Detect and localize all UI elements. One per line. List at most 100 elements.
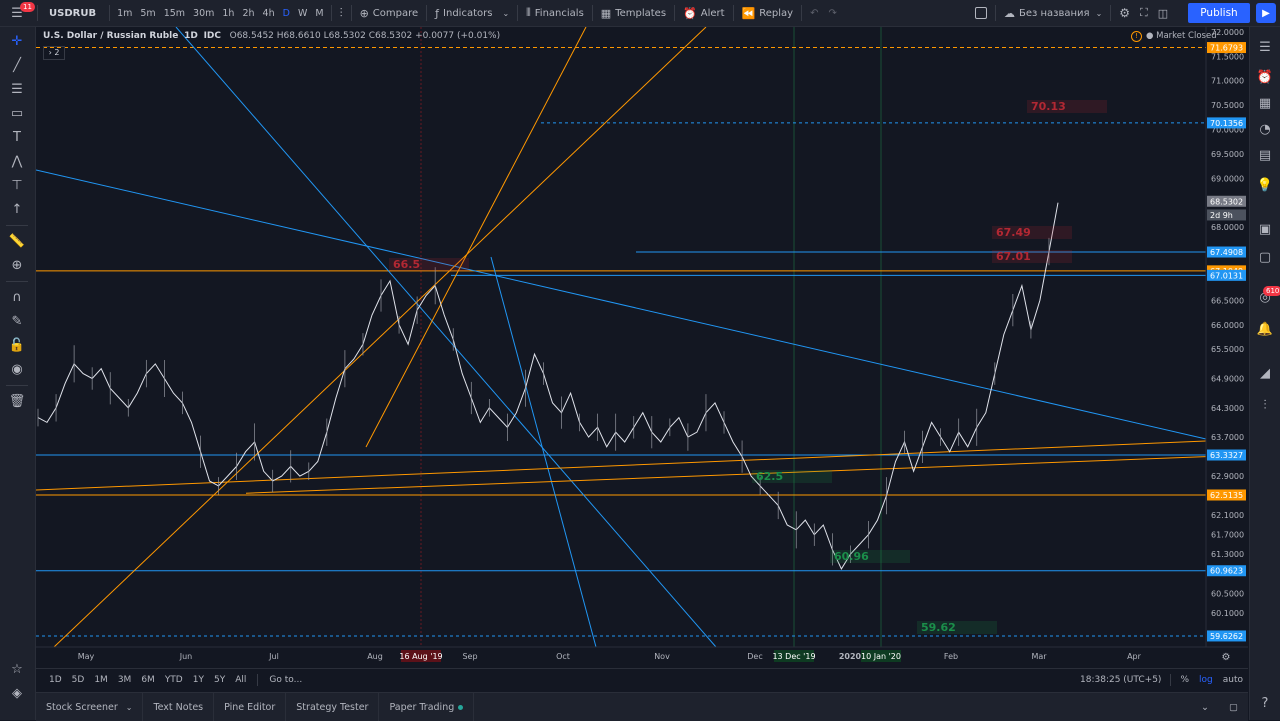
fib-icon[interactable]: ☰ xyxy=(11,82,23,97)
settings-button[interactable]: ⚙ xyxy=(1114,0,1135,26)
time-tick-label: Aug xyxy=(367,652,383,661)
play-button[interactable]: ▶ xyxy=(1256,3,1276,23)
fullscreen-button[interactable]: ⛶ xyxy=(1135,0,1153,26)
symbol-search[interactable]: USDRUB xyxy=(49,7,97,19)
time-axis: May Jun Jul Aug 16 Aug '19 Sep Oct Nov Dec 13 Dec… xyxy=(36,646,1248,668)
tab-paper-trading[interactable]: Paper Trading xyxy=(379,693,475,721)
lock-icon[interactable]: 🔓 xyxy=(8,338,26,353)
chart-annotations: 70.13 67.49 67.01 66.5 62.5 60.96 59.62 xyxy=(389,100,1107,634)
range-1d[interactable]: 1D xyxy=(49,675,62,685)
watchlist-icon[interactable]: ☰ xyxy=(1259,40,1271,55)
chart-style-button[interactable]: ⫶ xyxy=(335,0,348,26)
range-5d[interactable]: 5D xyxy=(71,675,85,685)
interval: 1D xyxy=(184,31,198,41)
replay-button[interactable]: ⏪ Replay xyxy=(737,0,799,26)
time-tick-label: Sep xyxy=(462,652,477,661)
price-tick-label: 69.0000 xyxy=(1211,174,1244,183)
chart-grid xyxy=(36,27,1206,647)
arrow-up-icon[interactable]: ↑ xyxy=(11,202,23,217)
goto-button[interactable]: Go to... xyxy=(269,675,303,685)
dom-icon[interactable]: ⫶ xyxy=(1263,398,1267,413)
rectangle-icon[interactable]: ▭ xyxy=(10,106,24,121)
tab-strategy-tester[interactable]: Strategy Tester xyxy=(286,693,380,721)
calendar-icon[interactable]: ▤ xyxy=(1258,148,1272,163)
range-all[interactable]: All xyxy=(235,675,247,685)
bell-icon[interactable]: 🔔 xyxy=(1256,322,1274,337)
streams-icon[interactable]: ◎ xyxy=(1259,290,1271,305)
magnet-icon[interactable]: ∩ xyxy=(12,290,22,305)
eye-icon[interactable]: ◉ xyxy=(11,362,23,377)
undo-button[interactable]: ↶ xyxy=(805,0,823,26)
connected-dot xyxy=(458,704,464,710)
redo-icon: ↷ xyxy=(828,7,837,19)
timeframe-group: 1m 5m 15m 30m 1h 2h 4h D W M xyxy=(113,0,327,26)
range-1y[interactable]: 1Y xyxy=(192,675,204,685)
chat-icon[interactable]: ▣ xyxy=(1258,222,1272,237)
timeframe-15m[interactable]: 15m xyxy=(163,7,186,19)
text-icon[interactable]: T xyxy=(13,130,21,145)
range-1m[interactable]: 1M xyxy=(94,675,108,685)
order-panel-icon[interactable]: ◢ xyxy=(1260,366,1270,381)
price-tick-label: 66.5000 xyxy=(1211,296,1244,305)
help-icon[interactable]: ? xyxy=(1261,696,1269,711)
lightbulb-icon[interactable]: 💡 xyxy=(1256,178,1274,193)
price-tick-label: 71.0000 xyxy=(1211,77,1244,86)
time-tick-label: Jun xyxy=(179,652,193,661)
collapse-panel-button[interactable]: ⌄ xyxy=(1191,693,1219,721)
auto-toggle[interactable]: auto xyxy=(1222,675,1243,685)
divider xyxy=(6,385,28,386)
trash-icon[interactable]: 🗑 xyxy=(8,394,26,409)
data-window-icon[interactable]: ▦ xyxy=(1258,96,1272,111)
trend-line-icon[interactable]: ╱ xyxy=(13,58,21,73)
alert-button[interactable]: ⏰ Alert xyxy=(678,0,730,26)
compare-button[interactable]: ⊕ Compare xyxy=(355,0,424,26)
star-icon[interactable]: ☆ xyxy=(11,662,23,677)
price-label: 63.3327 xyxy=(1210,451,1243,460)
tab-stock-screener[interactable]: Stock Screener ⌄ xyxy=(36,693,144,721)
timeframe-m[interactable]: M xyxy=(315,7,324,19)
templates-button[interactable]: ▦ Templates xyxy=(596,0,671,26)
timeframe-2h[interactable]: 2h xyxy=(242,7,255,19)
timeframe-30m[interactable]: 30m xyxy=(193,7,215,19)
publish-button[interactable]: Publish xyxy=(1188,3,1250,23)
tab-text-notes[interactable]: Text Notes xyxy=(143,693,215,721)
layout-name-button[interactable]: ☁ Без названия ⌄ xyxy=(999,0,1107,26)
prediction-icon[interactable]: ⊤ xyxy=(11,178,23,193)
timeframe-d[interactable]: D xyxy=(282,7,290,19)
price-tick-label: 66.0000 xyxy=(1211,321,1244,330)
log-toggle[interactable]: log xyxy=(1199,675,1213,685)
timeframe-4h[interactable]: 4h xyxy=(262,7,275,19)
redo-button[interactable]: ↷ xyxy=(823,0,841,26)
percent-toggle[interactable]: % xyxy=(1180,675,1189,685)
snapshot-button[interactable]: ◫ xyxy=(1153,0,1173,26)
hotlist-icon[interactable]: ◔ xyxy=(1259,122,1271,137)
timeframe-1h[interactable]: 1h xyxy=(222,7,235,19)
tab-pine-editor[interactable]: Pine Editor xyxy=(214,693,287,721)
financials-button[interactable]: ⫴ Financials xyxy=(521,0,589,26)
collapse-legend-button[interactable]: › 2 xyxy=(43,46,65,60)
menu-button[interactable]: ☰ xyxy=(0,0,34,26)
zoom-icon[interactable]: ⊕ xyxy=(11,258,23,273)
range-ytd[interactable]: YTD xyxy=(164,675,183,685)
range-6m[interactable]: 6M xyxy=(141,675,155,685)
layers-icon[interactable]: ◈ xyxy=(12,686,22,701)
crosshair-icon[interactable]: ✛ xyxy=(11,34,23,49)
indicators-button[interactable]: ƒ Indicators ⌄ xyxy=(430,0,514,26)
messages-icon[interactable]: ▢ xyxy=(1258,250,1272,265)
layout-select-button[interactable] xyxy=(970,0,992,26)
pencil-lock-icon[interactable]: ✎ xyxy=(11,314,23,329)
timeframe-w[interactable]: W xyxy=(297,7,308,19)
range-5y[interactable]: 5Y xyxy=(213,675,226,685)
price-chart[interactable]: 70.13 67.49 67.01 66.5 62.5 60.96 59.62 72.000… xyxy=(36,27,1248,668)
alarm-clock-icon[interactable]: ⏰ xyxy=(1256,70,1274,85)
clock[interactable]: 18:38:25 (UTC+5) xyxy=(1080,675,1162,685)
undo-icon: ↶ xyxy=(810,7,819,19)
pattern-icon[interactable]: ⋀ xyxy=(11,154,23,169)
timeframe-5m[interactable]: 5m xyxy=(140,7,156,19)
range-3m[interactable]: 3M xyxy=(117,675,132,685)
timeframe-1m[interactable]: 1m xyxy=(117,7,133,19)
maximize-panel-button[interactable]: ▢ xyxy=(1219,693,1248,721)
ruler-icon[interactable]: 📏 xyxy=(8,234,26,249)
tab-label: Text Notes xyxy=(153,701,204,713)
time-tick-label: Nov xyxy=(654,652,670,661)
